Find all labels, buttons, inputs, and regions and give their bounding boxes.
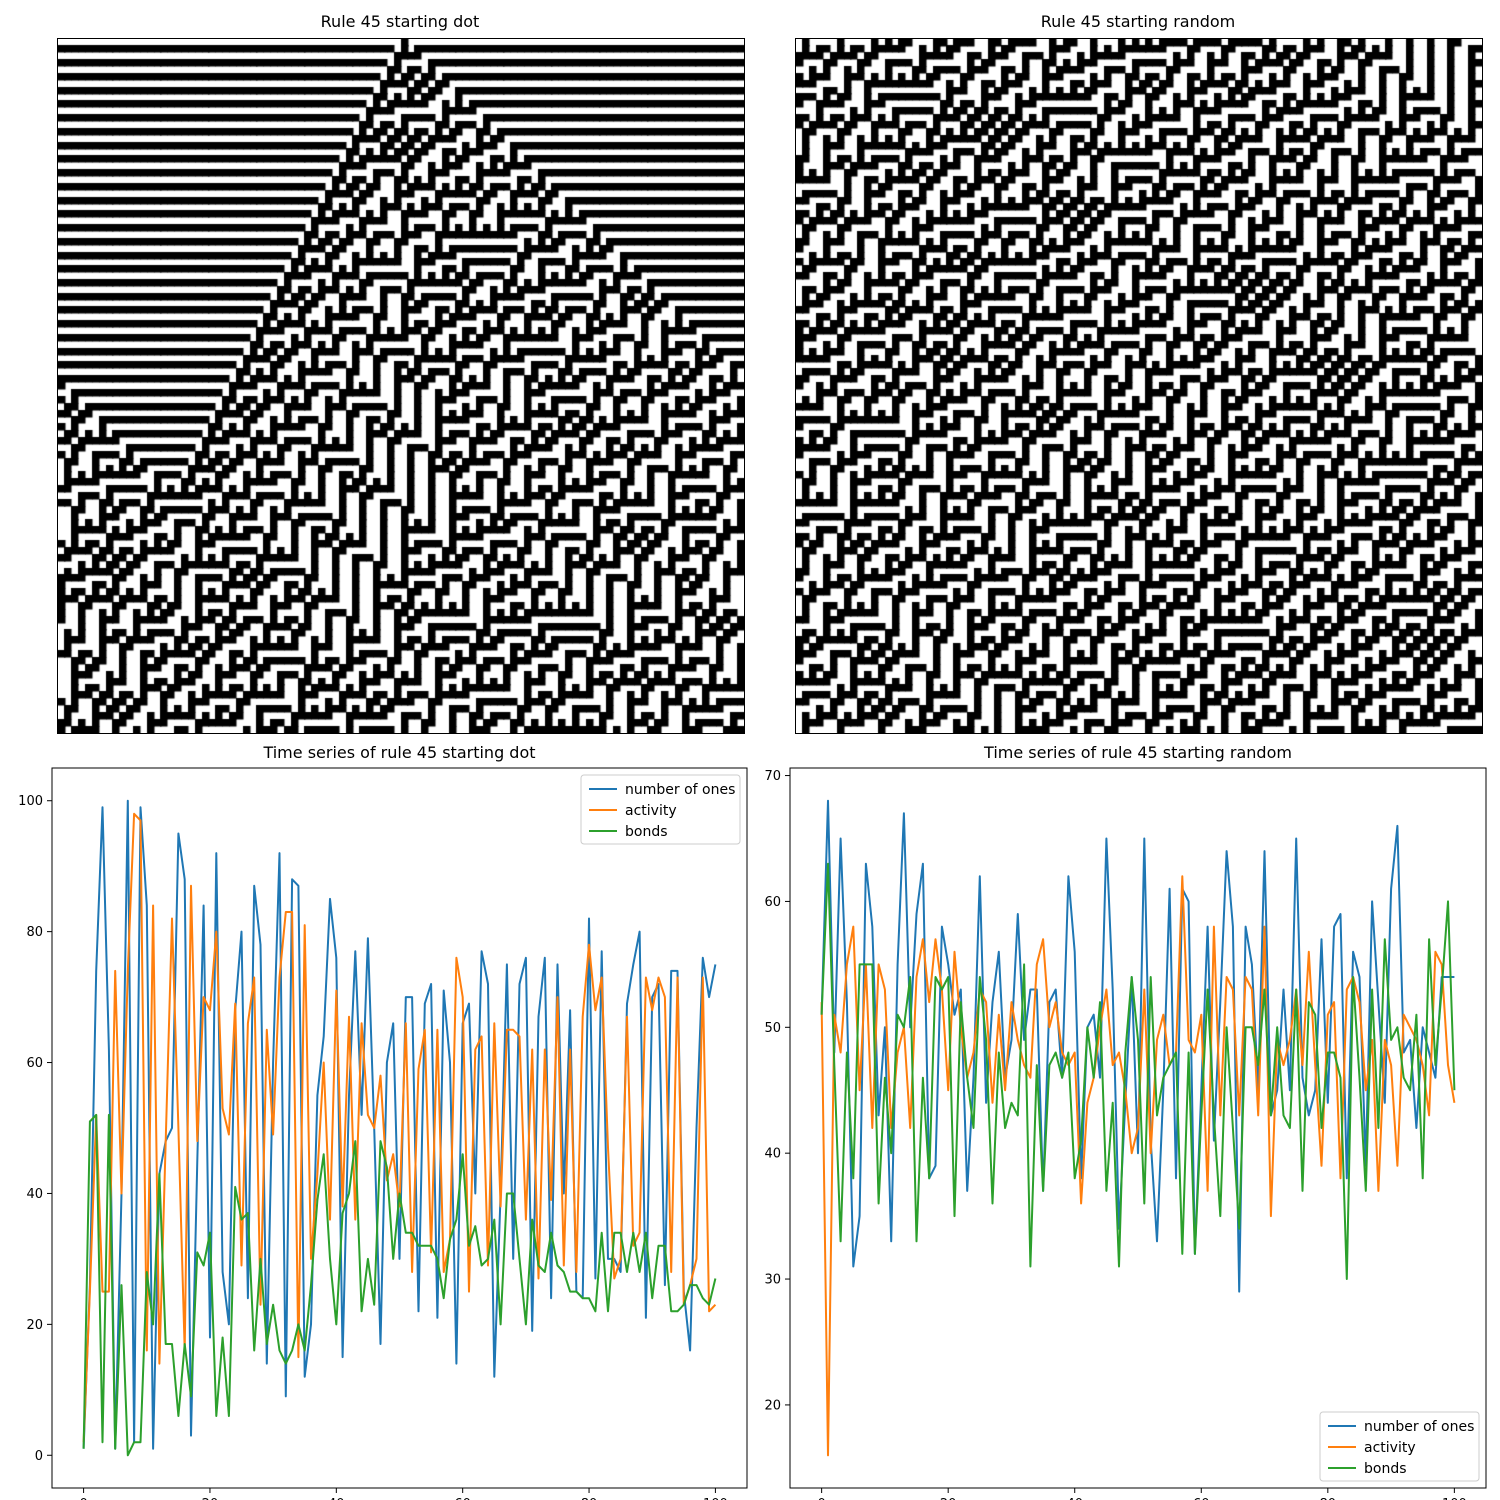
ts-dot-ytick-label: 60 — [26, 1056, 43, 1071]
ts-dot-series-1 — [82, 812, 717, 1443]
ts-dot-xtick-label: 80 — [581, 1497, 598, 1500]
ts-rand-ytick-label: 70 — [764, 769, 781, 784]
ts-dot-title: Time series of rule 45 starting dot — [263, 743, 536, 762]
ts-dot-xtick-label: 0 — [79, 1497, 87, 1500]
ts-rand-plot-frame — [789, 767, 1487, 1489]
ts-rand-ytick-label: 20 — [764, 1398, 781, 1413]
ts-rand-legend-label: number of ones — [1364, 1419, 1474, 1435]
ts-dot-plot-frame — [51, 767, 748, 1489]
ts-rand-ytick-label: 40 — [764, 1147, 781, 1162]
ts-dot-chart: 0 20 40 60 80 100 0 20 40 60 80 100 number of ones ac… — [18, 767, 748, 1500]
ts-dot-xtick-label: 40 — [328, 1497, 345, 1500]
ca-dot-grid — [57, 38, 745, 734]
ts-rand-xtick-label: 0 — [817, 1497, 825, 1500]
ts-dot-ytick-label: 0 — [35, 1449, 43, 1464]
ts-dot-legend — [580, 774, 741, 845]
ts-dot-ytick-label: 40 — [26, 1187, 43, 1202]
ts-dot-legend-label: bonds — [625, 824, 668, 840]
ca-random-grid — [795, 38, 1483, 734]
ts-rand-xtick-label: 100 — [1442, 1497, 1467, 1500]
ts-dot-ytick-label: 80 — [26, 925, 43, 940]
ts-rand-legend — [1319, 1411, 1480, 1482]
ca-random-title: Rule 45 starting random — [1040, 12, 1236, 31]
ts-dot-series-2 — [82, 1113, 717, 1457]
ts-rand-legend-label: activity — [1364, 1440, 1416, 1456]
ts-dot-xtick-label: 20 — [202, 1497, 219, 1500]
ts-dot-ytick-label: 20 — [26, 1318, 43, 1333]
ts-rand-xtick-label: 40 — [1066, 1497, 1083, 1500]
ts-dot-legend-label: number of ones — [625, 782, 735, 798]
ts-dot-xtick-label: 100 — [703, 1497, 728, 1500]
ts-rand-ytick-label: 30 — [764, 1273, 781, 1288]
ts-dot-xtick-label: 60 — [454, 1497, 471, 1500]
ts-rand-series-2 — [820, 862, 1456, 1280]
ts-random-title: Time series of rule 45 starting random — [984, 743, 1292, 762]
ca-dot-title: Rule 45 starting dot — [320, 12, 480, 31]
ts-dot-series-0 — [82, 799, 717, 1450]
ts-rand-legend-label: bonds — [1364, 1461, 1407, 1477]
ts-dot-legend-label: activity — [625, 803, 677, 819]
ts-dot-ytick-label: 100 — [18, 794, 43, 809]
ts-rand-series-0 — [820, 799, 1455, 1293]
ts-rand-ytick-label: 60 — [764, 895, 781, 910]
ts-rand-series-1 — [820, 875, 1456, 1457]
ts-rand-ytick-label: 50 — [764, 1021, 781, 1036]
ts-rand-xtick-label: 80 — [1320, 1497, 1337, 1500]
ts-rand-xtick-label: 60 — [1193, 1497, 1210, 1500]
ts-rand-xtick-label: 20 — [940, 1497, 957, 1500]
ts-random-chart: 0 20 40 60 80 100 20 30 40 50 60 70 number of ones ac… — [764, 767, 1487, 1500]
